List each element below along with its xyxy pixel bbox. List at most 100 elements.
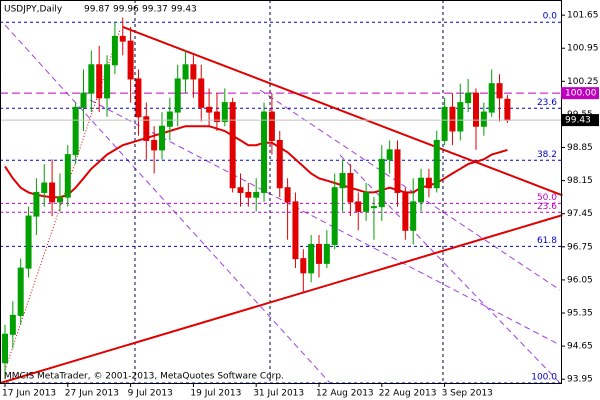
- header: USDJPY,Daily 99.87 99.96 99.37 99.43: [4, 5, 197, 15]
- chart-title: USDJPY,Daily: [4, 5, 63, 15]
- y-tick-label: 101.65: [567, 11, 599, 21]
- candle-body: [198, 78, 205, 108]
- candle-body: [378, 158, 385, 208]
- candle-body: [2, 333, 8, 364]
- h-line-label: 100.00: [565, 89, 597, 99]
- vertical-lines: [134, 0, 444, 383]
- candle-body: [488, 83, 495, 113]
- candle-body: [221, 102, 228, 123]
- candle-body: [119, 35, 126, 42]
- candle-body: [237, 187, 244, 193]
- ohlc-open: 99.87: [84, 5, 110, 15]
- candle-body: [433, 139, 440, 189]
- candle-body: [143, 116, 150, 141]
- candle-body: [316, 243, 322, 264]
- candle-body: [276, 139, 283, 189]
- frame: [0, 0, 562, 384]
- candle-body: [9, 314, 16, 335]
- level-label: 23.6: [537, 98, 557, 108]
- candle-body: [441, 106, 448, 141]
- candle-body: [245, 191, 252, 198]
- x-tick-label: 19 Jul 2013: [190, 389, 241, 399]
- candle-body: [261, 111, 268, 193]
- h-line-box: [561, 87, 599, 100]
- candle-body: [347, 173, 354, 203]
- candle-body: [56, 196, 63, 203]
- trendline: [0, 214, 563, 385]
- candle-body: [159, 125, 165, 151]
- y-tick-label: 94.65: [567, 342, 593, 352]
- candle-body: [166, 111, 173, 127]
- channel-line: [4, 24, 331, 384]
- candle-body: [496, 83, 503, 99]
- y-tick-label: 98.15: [567, 176, 593, 186]
- candle-body: [410, 201, 417, 231]
- candle-body: [17, 267, 24, 316]
- candle-body: [457, 102, 464, 132]
- level-label: 61.8: [537, 236, 557, 246]
- candle-body: [151, 139, 158, 151]
- x-tick-label: 27 Jun 2013: [65, 389, 119, 399]
- channel-line: [89, 99, 561, 346]
- candle-body: [174, 78, 181, 113]
- candle-body: [425, 177, 432, 189]
- candle-body: [300, 258, 307, 274]
- candle-body: [104, 64, 111, 99]
- y-tick-label: 97.45: [567, 209, 593, 219]
- candle-body: [504, 98, 511, 121]
- y-tick-label: 96.75: [567, 242, 593, 252]
- candle-body: [80, 92, 87, 108]
- candle-body: [355, 201, 362, 212]
- candle-body: [473, 92, 479, 127]
- candle-body: [292, 201, 299, 260]
- ohlc-low: 99.37: [142, 5, 168, 15]
- y-tick-label: 95.35: [567, 309, 593, 319]
- candle-body: [402, 191, 409, 231]
- x-tick-label: 31 Jul 2013: [253, 389, 304, 399]
- trendline: [122, 26, 563, 197]
- x-tick-label: 17 Jun 2013: [2, 389, 56, 399]
- candle-body: [465, 92, 472, 104]
- candle-body: [72, 106, 79, 156]
- ohlc-high: 99.96: [113, 5, 139, 15]
- candle-body: [182, 64, 189, 80]
- plot: [0, 17, 563, 385]
- candle-body: [25, 215, 32, 269]
- candle-body: [284, 187, 291, 203]
- candle-body: [111, 35, 118, 66]
- candle-body: [480, 111, 487, 127]
- level-label: 100.0: [531, 373, 557, 383]
- y-tick-label: 96.05: [567, 275, 593, 285]
- last-price-label: 99.43: [565, 116, 591, 126]
- candle-body: [49, 182, 56, 203]
- candle-body: [449, 106, 456, 132]
- x-tick-label: 22 Aug 2013: [379, 389, 437, 399]
- channel-lines: [4, 24, 561, 384]
- candle-body: [253, 191, 260, 198]
- candle-body: [363, 191, 370, 212]
- candle-body: [418, 177, 425, 203]
- level-label: 23.6: [537, 202, 557, 212]
- y-tick-label: 100.95: [567, 44, 599, 54]
- x-tick-label: 12 Aug 2013: [316, 389, 374, 399]
- candle-body: [33, 191, 40, 217]
- x-tick-label: 9 Jul 2013: [128, 389, 173, 399]
- candle-body: [268, 111, 275, 141]
- candle-body: [206, 106, 213, 113]
- ohlc-close: 99.43: [171, 5, 197, 15]
- candle-body: [339, 173, 346, 189]
- candle-body: [96, 64, 103, 99]
- candle-body: [386, 149, 393, 160]
- candle-body: [331, 187, 338, 245]
- candle-body: [41, 182, 48, 193]
- level-label: 38.2: [537, 150, 557, 160]
- candle-body: [135, 78, 142, 118]
- last-price-box: [561, 114, 599, 127]
- candle-body: [88, 64, 95, 94]
- level-label: 50.0: [537, 193, 557, 203]
- x-tick-label: 3 Sep 2013: [442, 389, 493, 399]
- candle-body: [370, 206, 377, 209]
- candle-body: [190, 64, 197, 80]
